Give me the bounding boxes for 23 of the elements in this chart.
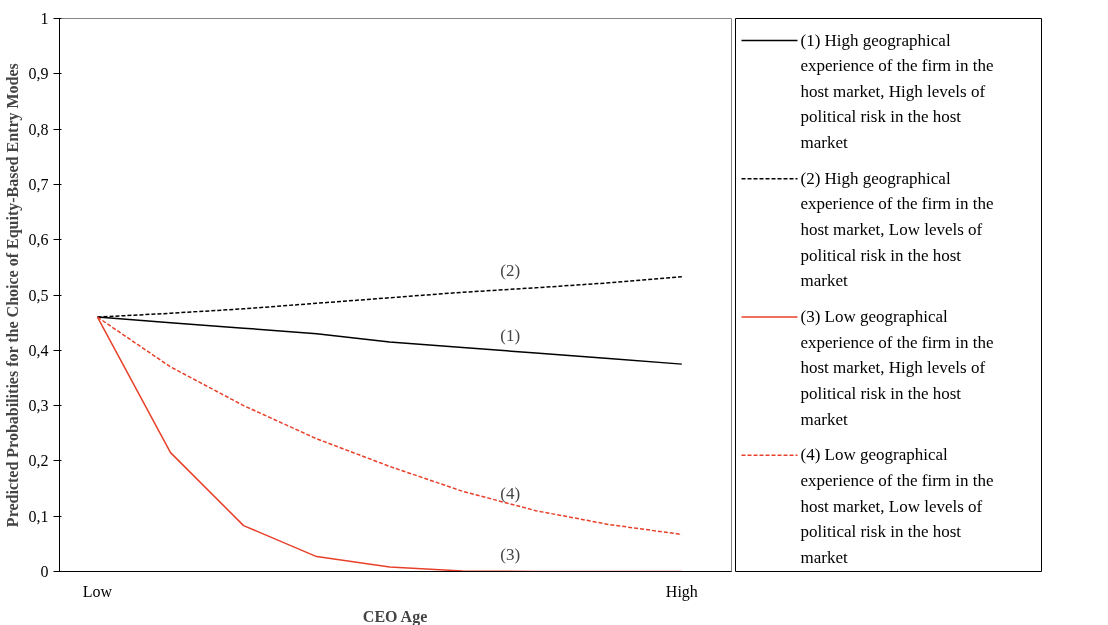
x-tick-label: High	[665, 582, 698, 601]
y-tick-label: 0,4	[28, 341, 49, 359]
annotation: (4)	[500, 483, 521, 503]
y-tick-label: 0	[40, 563, 49, 580]
legend-label: (1) High geographical experience of the firm in the host market, High levels of political risk in the host market	[800, 30, 994, 153]
y-tick-label: 1	[40, 10, 49, 27]
x-axis-title: CEO Age	[362, 607, 428, 625]
y-tick-label: 0,9	[28, 65, 49, 83]
y-tick-label: 0,6	[28, 231, 49, 249]
y-tick-label: 0,1	[28, 507, 49, 525]
y-tick-label: 0,2	[28, 452, 49, 470]
legend-label: (3) Low geographical experience of the firm in the host market, High levels of political risk in the host market	[800, 307, 994, 429]
legend-label: (4) Low geographical experience of the firm in the host market, Low levels of political risk in the host market	[800, 445, 994, 567]
annotation: (3)	[500, 544, 521, 564]
y-tick-label: 0,3	[28, 397, 49, 415]
y-tick-label: 0,8	[28, 120, 49, 138]
annotation: (1)	[500, 326, 521, 346]
y-tick-label: 0,7	[28, 175, 49, 193]
legend-label: (2) High geographical experience of the firm in the host market, Low levels of political risk in the host market	[800, 168, 994, 291]
y-tick-label: 0,5	[28, 286, 49, 304]
x-tick-label: Low	[82, 582, 113, 600]
annotation: (2)	[500, 260, 521, 280]
y-axis-title: Predicted Probabilities for the Choice of Equity-Based Entry Modes	[3, 63, 22, 528]
